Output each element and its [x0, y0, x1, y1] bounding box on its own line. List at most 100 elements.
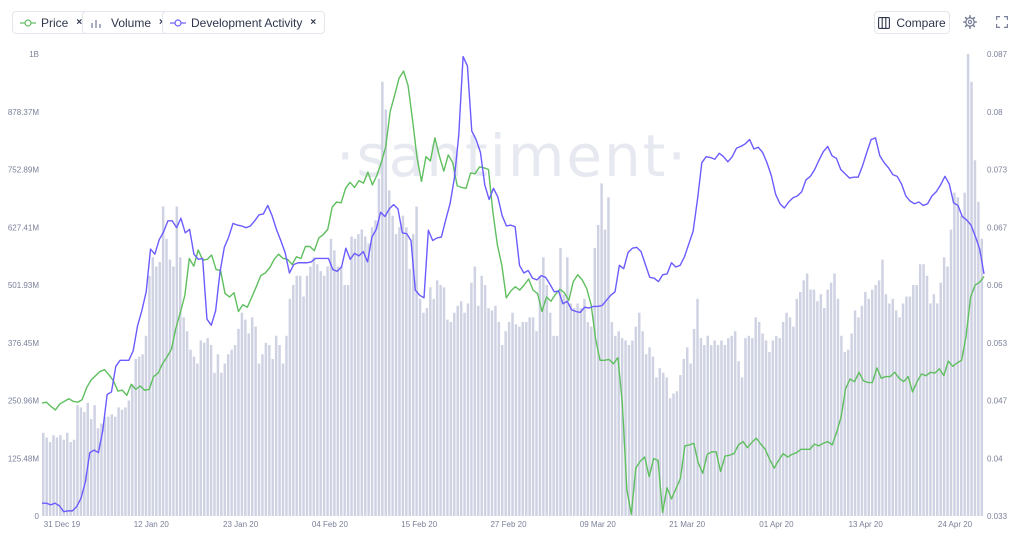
volume-bar: [936, 303, 939, 516]
volume-bar: [107, 416, 110, 516]
volume-bar: [607, 197, 610, 516]
volume-bar: [778, 338, 781, 516]
volume-bar: [685, 347, 689, 516]
volume-bar: [446, 319, 449, 516]
volume-bar: [562, 294, 566, 516]
right-axis-tick-label: 0.08: [987, 108, 1003, 117]
volume-bar: [127, 400, 131, 516]
remove-metric-icon[interactable]: ×: [310, 17, 317, 28]
volume-bar: [254, 326, 257, 516]
left-axis-tick-label: 250.96M: [8, 397, 39, 406]
volume-bar: [877, 280, 881, 516]
volume-bar: [662, 372, 665, 516]
series-lines: [41, 55, 985, 515]
volume-bar: [230, 349, 233, 516]
volume-bar: [775, 335, 778, 516]
volume-bar: [134, 358, 137, 516]
volume-bar: [59, 435, 62, 516]
volume-bar: [812, 289, 816, 516]
left-axis-tick-label: 501.93M: [8, 281, 39, 290]
volume-bar: [161, 206, 165, 516]
volume-bars: [42, 54, 984, 517]
volume-bar: [631, 340, 634, 516]
volume-bar: [295, 275, 298, 516]
volume-bar: [956, 197, 960, 516]
volume-bar: [888, 303, 891, 516]
volume-bar: [504, 331, 507, 516]
volume-bar: [823, 308, 826, 516]
volume-bar: [274, 335, 278, 516]
volume-bar: [833, 273, 836, 516]
volume-bar: [600, 183, 603, 517]
volume-bar: [470, 282, 473, 516]
x-axis-tick-label: 24 Apr 20: [938, 520, 973, 529]
volume-bar: [703, 345, 706, 516]
volume-bar: [185, 331, 189, 516]
volume-bar: [566, 257, 569, 516]
volume-bar: [620, 338, 624, 516]
volume-bar: [394, 234, 398, 516]
volume-bar: [641, 331, 644, 516]
volume-bar: [429, 287, 432, 516]
right-axis-tick-label: 0.073: [987, 166, 1008, 175]
volume-bar: [271, 358, 274, 516]
volume-bar: [432, 298, 435, 516]
metric-chip-label: Volume: [111, 15, 152, 30]
x-axis-tick-label: 12 Jan 20: [134, 520, 170, 529]
volume-bar: [977, 201, 980, 516]
metric-chip-volume[interactable]: Volume ×: [82, 11, 174, 34]
volume-bar: [949, 229, 953, 516]
volume-bar: [737, 361, 740, 516]
volume-bar: [590, 326, 593, 516]
gear-icon[interactable]: [962, 14, 978, 30]
volume-bar: [572, 308, 576, 516]
left-axis-tick-label: 125.48M: [8, 454, 39, 463]
volume-bar: [343, 285, 346, 516]
volume-bar: [381, 81, 384, 516]
volume-bar: [706, 335, 710, 516]
volume-bar: [603, 229, 607, 516]
volume-bar: [48, 442, 52, 516]
fullscreen-icon[interactable]: [994, 14, 1010, 30]
volume-bar: [131, 384, 134, 516]
volume-bar: [946, 266, 949, 516]
volume-bar: [781, 321, 785, 516]
volume-bar: [545, 285, 549, 516]
volume-bar: [966, 54, 970, 516]
metric-chip-price[interactable]: Price ×: [12, 11, 92, 34]
volume-bar: [264, 342, 268, 516]
volume-bar: [802, 280, 805, 516]
price-line: [41, 70, 985, 515]
volume-bar: [583, 298, 586, 516]
volume-bar: [668, 398, 672, 516]
left-axis-tick-label: 1B: [29, 50, 39, 59]
volume-bar: [250, 317, 254, 516]
remove-metric-icon[interactable]: ×: [159, 17, 165, 28]
price-line-icon: [20, 17, 36, 29]
volume-bar: [884, 294, 888, 516]
volume-bar: [281, 363, 285, 516]
volume-bar: [901, 303, 905, 516]
volume-bar: [422, 312, 425, 516]
compare-button[interactable]: Compare: [874, 11, 950, 34]
volume-bar: [768, 351, 771, 516]
volume-bar: [918, 264, 922, 516]
volume-bar: [226, 354, 230, 516]
volume-bar: [679, 375, 682, 516]
metric-chip-development-activity[interactable]: Development Activity ×: [162, 11, 326, 34]
volume-bar: [346, 285, 350, 516]
chart-toolbar: Price × Volume × Development Activity × …: [0, 0, 1024, 44]
volume-bar: [548, 312, 552, 516]
x-axis-tick-label: 27 Feb 20: [490, 520, 527, 529]
volume-bar: [764, 340, 768, 516]
volume-bar: [302, 296, 305, 516]
volume-bar: [473, 266, 477, 516]
chart-canvas[interactable]: ·santiment· 0 125.48M 250.96M 376.45M 501.93…: [0, 44, 1024, 534]
volume-bar: [559, 248, 562, 517]
volume-bar: [329, 238, 333, 517]
volume-bar: [665, 377, 668, 516]
remove-metric-icon[interactable]: ×: [76, 17, 83, 28]
volume-bar: [483, 285, 487, 516]
dev-activity-line-icon: [170, 17, 186, 29]
volume-bar: [846, 349, 850, 516]
